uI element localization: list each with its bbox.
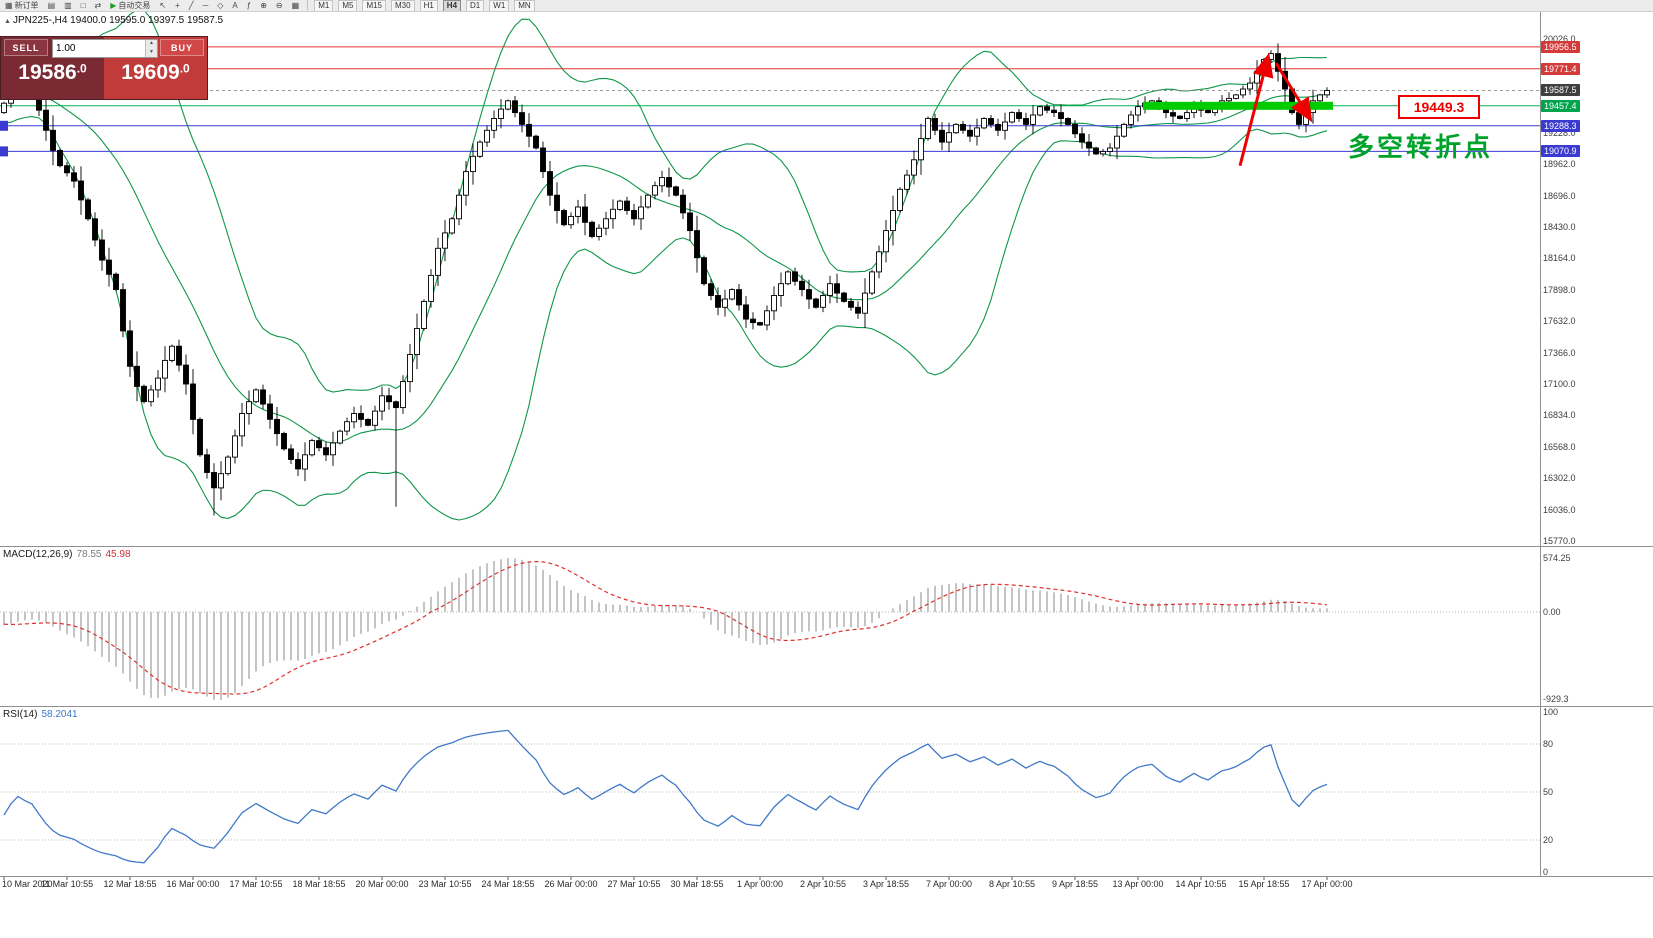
timeframe-w1[interactable]: W1 — [489, 0, 510, 11]
timeframe-mn[interactable]: MN — [514, 0, 535, 11]
tile-windows-icon[interactable]: ▦ — [290, 0, 302, 11]
timeframe-m15[interactable]: M15 — [362, 0, 386, 11]
price-axis-border — [1540, 11, 1541, 876]
tile-windows-icon-glyph: ▦ — [291, 0, 300, 10]
auto-trading-button-label: 自动交易 — [118, 0, 151, 10]
new-order-button-label: 新订单 — [14, 0, 39, 10]
green-support-zone — [1143, 101, 1333, 110]
rsi-header: RSI(14) 58.2041 — [3, 709, 78, 720]
volume-input[interactable] — [53, 40, 145, 57]
auto-trading-glyph: ▶ — [110, 0, 117, 10]
macd-histogram — [0, 558, 1540, 700]
indicators-icon[interactable]: ƒ — [245, 0, 253, 11]
horizontal-line-icon-glyph: ─ — [202, 0, 209, 10]
buy-button[interactable]: BUY — [160, 39, 204, 56]
indicators-icon-glyph: ƒ — [246, 0, 252, 10]
profiles-icon[interactable]: ▥ — [62, 0, 74, 11]
panel-separator[interactable] — [0, 706, 1653, 707]
volume-decrease-button[interactable]: ▼ — [146, 48, 157, 57]
zoom-out-icon[interactable]: ⊖ — [274, 0, 285, 11]
chart-window-icon[interactable]: ▤ — [46, 0, 58, 11]
rsi-panel-graphics — [0, 729, 1540, 864]
horizontal-line-icon[interactable]: ─ — [201, 0, 211, 11]
buy-price[interactable]: 19609.0 — [104, 61, 207, 85]
bollinger-bands — [3, 11, 1328, 521]
new-order-glyph: ▦ — [5, 0, 13, 10]
zoom-in-icon[interactable]: ⊕ — [258, 0, 269, 11]
macd-signal-line — [3, 560, 1328, 695]
shapes-icon-glyph: ◇ — [217, 0, 224, 10]
timeframe-d1[interactable]: D1 — [466, 0, 485, 11]
sell-price-value: 19586 — [18, 61, 77, 84]
timeframe-m1[interactable]: M1 — [314, 0, 334, 11]
macd-signal-value: 45.98 — [105, 549, 131, 560]
sell-button[interactable]: SELL — [4, 39, 48, 56]
price-axis[interactable] — [1541, 11, 1653, 876]
trend-arrows — [1238, 52, 1313, 167]
text-label-icon[interactable]: A — [230, 0, 239, 11]
timeframe-h4[interactable]: H4 — [442, 0, 462, 11]
timeframe-h1[interactable]: H1 — [419, 0, 438, 11]
horizontal-lines[interactable] — [0, 46, 1540, 157]
sell-price-fraction: .0 — [76, 61, 87, 76]
chart-window-icon-glyph: ▤ — [47, 0, 56, 10]
time-axis-border — [0, 876, 1653, 877]
terminal-icon-glyph: □ — [80, 0, 86, 10]
rsi-title: RSI(14) — [3, 709, 38, 720]
timeframe-m5[interactable]: M5 — [338, 0, 358, 11]
strategy-tester-icon-glyph: ⇄ — [94, 0, 102, 10]
turning-point-label[interactable]: 多空转折点 — [1348, 132, 1494, 162]
new-order-button[interactable]: ▦ 新订单 — [3, 0, 41, 11]
toolbar-separator — [307, 0, 309, 10]
auto-trading-button[interactable]: ▶ 自动交易 — [108, 0, 152, 11]
rsi-line — [3, 729, 1328, 864]
terminal-icon[interactable]: □ — [79, 0, 88, 11]
macd-main-value: 78.55 — [76, 549, 102, 560]
rsi-value: 58.2041 — [41, 709, 78, 720]
volume-field: ▲ ▼ — [52, 39, 158, 58]
macd-header: MACD(12,26,9) 78.55 45.98 — [3, 549, 131, 560]
cursor-icon[interactable]: ↖ — [157, 0, 168, 11]
zoom-in-icon-glyph: ⊕ — [260, 0, 267, 10]
symbol-ohlc-label: ▲ JPN225-,H4 19400.0 19595.0 19397.5 1958… — [4, 15, 223, 26]
annotation-objects[interactable] — [1143, 52, 1333, 167]
sell-price[interactable]: 19586.0 — [1, 61, 104, 85]
price-annotation-box[interactable]: 19449.3 — [1398, 95, 1480, 119]
text-label-icon-glyph: A — [232, 0, 238, 10]
panel-separator[interactable] — [0, 546, 1653, 547]
strategy-tester-icon[interactable]: ⇄ — [93, 0, 104, 11]
volume-spinner: ▲ ▼ — [145, 40, 157, 57]
trendline-icon[interactable]: ╱ — [187, 0, 196, 11]
trendline-icon-glyph: ╱ — [188, 0, 194, 10]
chart-marker-icon: ▲ — [4, 18, 11, 25]
macd-title: MACD(12,26,9) — [3, 549, 73, 560]
crosshair-icon-glyph: + — [175, 0, 180, 10]
time-axis[interactable] — [0, 877, 1540, 895]
symbol-ohlc-text: JPN225-,H4 19400.0 19595.0 19397.5 19587… — [12, 15, 224, 26]
crosshair-icon[interactable]: + — [173, 0, 182, 11]
zoom-out-icon-glyph: ⊖ — [275, 0, 283, 10]
profiles-icon-glyph: ▥ — [64, 0, 72, 10]
shapes-icon[interactable]: ◇ — [215, 0, 225, 11]
buy-price-fraction: .0 — [179, 61, 190, 76]
candles — [1, 43, 1330, 516]
volume-increase-button[interactable]: ▲ — [146, 40, 157, 49]
timeframe-m30[interactable]: M30 — [391, 0, 415, 11]
cursor-icon-glyph: ↖ — [159, 0, 167, 10]
one-click-trading-panel: SELL ▲ ▼ BUY 19586.0 19609.0 — [0, 36, 208, 100]
buy-price-value: 19609 — [121, 61, 180, 84]
